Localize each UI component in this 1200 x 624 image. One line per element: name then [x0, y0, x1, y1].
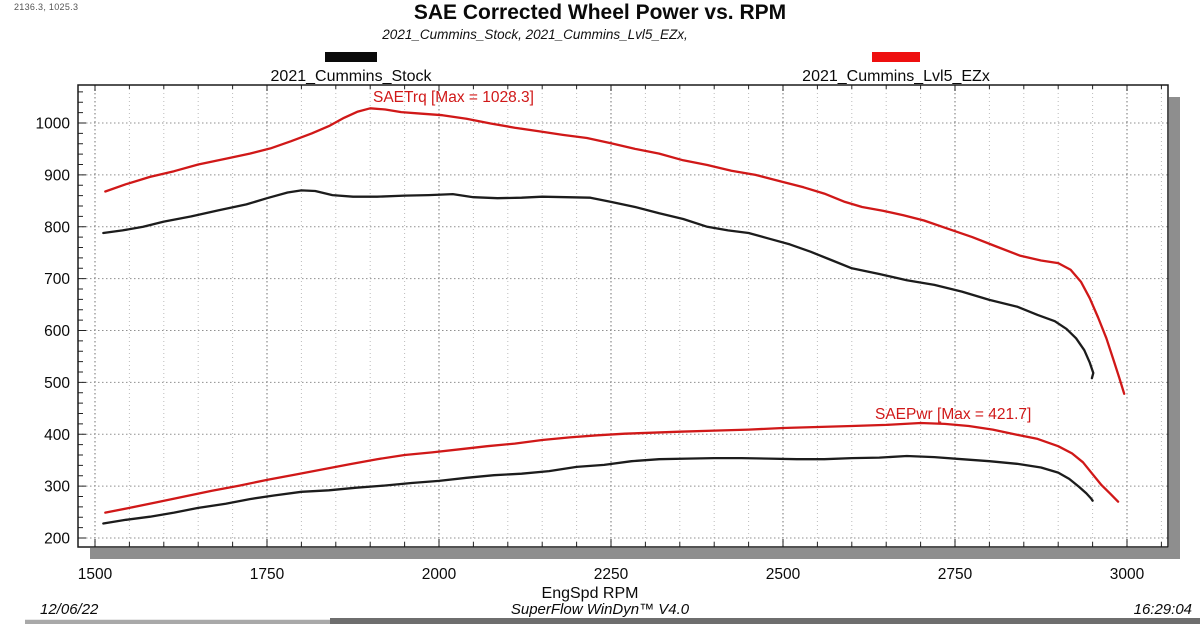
legend-item-lvl5: 2021_Cummins_Lvl5_EZx: [802, 52, 990, 86]
plot-border: [77, 84, 1169, 548]
legend-swatch-lvl5: [872, 52, 920, 62]
y-tick-label: 200: [44, 531, 70, 548]
plot-shadow-right: [1169, 97, 1180, 559]
x-tick-label: 2000: [422, 566, 457, 583]
y-tick-label: 300: [44, 479, 70, 496]
y-tick-label: 1000: [36, 116, 71, 133]
torque-max-annotation: SAETrq [Max = 1028.3]: [373, 89, 534, 106]
x-tick-label: 2500: [766, 566, 801, 583]
footer-app-name: SuperFlow WinDyn™ V4.0: [510, 601, 690, 618]
torque-curve-stock: [102, 189, 1095, 380]
legend-label-lvl5: 2021_Cummins_Lvl5_EZx: [802, 68, 990, 85]
plot-shadow-bottom: [90, 548, 1180, 559]
legend-swatch-stock: [325, 52, 377, 62]
power-curve-lvl5: [104, 421, 1120, 514]
y-tick-label: 400: [44, 427, 70, 444]
legend-item-stock: 2021_Cummins_Stock: [266, 52, 436, 86]
y-tick-label: 600: [44, 323, 70, 340]
y-tick-label: 500: [44, 375, 70, 392]
footer-time: 16:29:04: [1133, 601, 1192, 618]
y-tick-label: 800: [44, 219, 70, 236]
torque-curve-lvl5: [104, 107, 1126, 395]
page-title: SAE Corrected Wheel Power vs. RPM: [413, 1, 787, 24]
x-axis-label: EngSpd RPM: [542, 585, 639, 602]
legend-label-stock: 2021_Cummins_Stock: [270, 68, 432, 85]
x-tick-label: 2250: [594, 566, 629, 583]
y-tick-label: 900: [44, 167, 70, 184]
cursor-position-readout: 2136.3, 1025.3: [14, 2, 79, 12]
plot-background: [78, 85, 1168, 547]
y-tick-label: 700: [44, 271, 70, 288]
power-curve-stock: [102, 454, 1094, 525]
page-subtitle: 2021_Cummins_Stock, 2021_Cummins_Lvl5_EZ…: [382, 27, 688, 42]
footer-date: 12/06/22: [40, 601, 99, 618]
power-max-annotation: SAEPwr [Max = 421.7]: [875, 406, 1032, 423]
x-tick-label: 3000: [1110, 566, 1145, 583]
window-bottom-bar-segment: [25, 619, 330, 624]
x-tick-label: 2750: [938, 566, 973, 583]
x-tick-label: 1500: [78, 566, 113, 583]
x-tick-label: 1750: [250, 566, 285, 583]
window-bottom-bar: [330, 618, 1200, 624]
